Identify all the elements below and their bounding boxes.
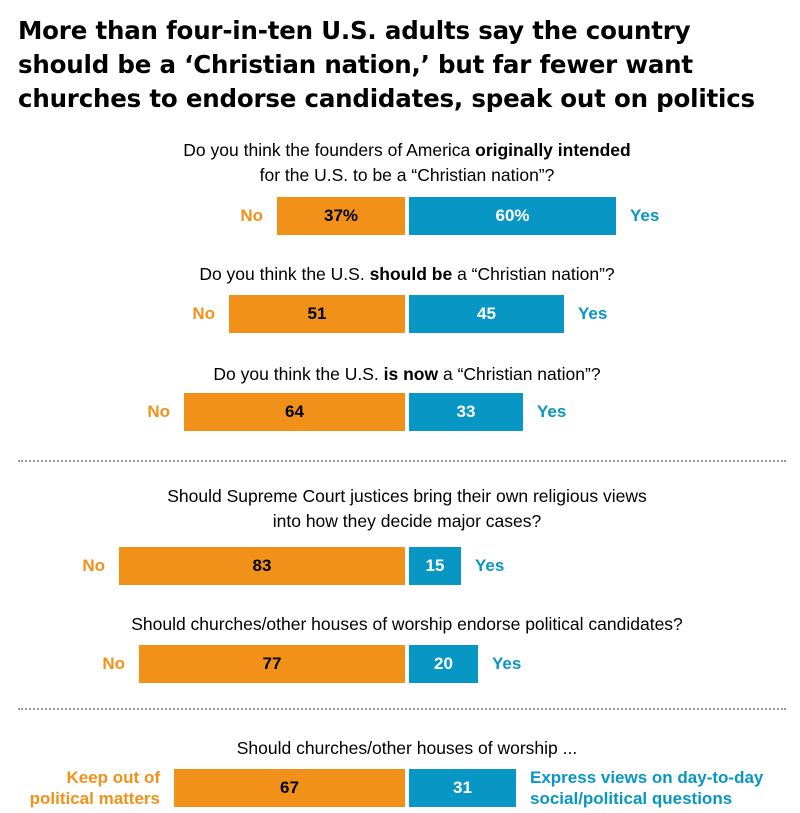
- label-yes-line: Express views on day-to-day: [530, 768, 764, 787]
- question-text: Should Supreme Court justices bring thei…: [0, 484, 800, 534]
- bar-yes: 20: [409, 645, 478, 683]
- label-yes-lines: Express views on day-to-day social/politi…: [530, 767, 763, 809]
- question-line: Do you think the U.S. should be a “Chris…: [0, 262, 800, 287]
- question-line: Do you think the founders of America ori…: [0, 138, 800, 163]
- question-line: Should churches/other houses of worship …: [0, 736, 800, 761]
- label-yes: Yes: [537, 402, 567, 421]
- question-segment: Do you think the founders of America: [183, 140, 476, 160]
- bar-no: 37%: [277, 197, 405, 235]
- question-text: Do you think the U.S. is now a “Christia…: [0, 362, 800, 387]
- label-no: No: [192, 304, 215, 323]
- label-yes: Express views on day-to-day social/politi…: [530, 767, 763, 809]
- question-text: Do you think the founders of America ori…: [0, 138, 800, 188]
- question-emphasis: is now: [383, 364, 439, 384]
- question-text: Should churches/other houses of worship …: [0, 736, 800, 761]
- label-no-lines: Keep out of political matters: [30, 767, 160, 809]
- chart-title-line: More than four-in-ten U.S. adults say th…: [18, 16, 691, 45]
- label-yes: Yes: [475, 556, 505, 575]
- chart-title-line: churches to endorse candidates, speak ou…: [18, 84, 755, 113]
- chart-title: More than four-in-ten U.S. adults say th…: [18, 14, 788, 116]
- label-yes: Yes: [578, 304, 608, 323]
- label-no: Keep out of political matters: [0, 767, 160, 809]
- question-line: into how they decide major cases?: [0, 509, 800, 534]
- bar-yes: 33: [409, 393, 523, 431]
- label-no-line: Keep out of: [66, 768, 161, 787]
- question-segment: into how they decide major cases?: [272, 511, 542, 531]
- label-no: No: [240, 206, 263, 225]
- label-no: No: [147, 402, 170, 421]
- question-segment: Should churches/other houses of worship …: [236, 738, 578, 758]
- question-segment: Do you think the U.S.: [213, 364, 384, 384]
- label-yes: Yes: [630, 206, 660, 225]
- question-segment: Should churches/other houses of worship …: [131, 614, 683, 634]
- chart-title-line: should be a ‘Christian nation,’ but far …: [18, 50, 693, 79]
- bar-no: 67: [174, 769, 405, 807]
- bar-yes: 31: [409, 769, 516, 807]
- label-no: No: [102, 654, 125, 673]
- section-divider: [18, 460, 786, 462]
- bar-no: 77: [139, 645, 405, 683]
- question-emphasis: should be: [369, 264, 453, 284]
- bar-yes: 45: [409, 295, 564, 333]
- label-no: No: [82, 556, 105, 575]
- question-line: Do you think the U.S. is now a “Christia…: [0, 362, 800, 387]
- label-no-line: political matters: [29, 789, 160, 808]
- bar-no: 83: [119, 547, 405, 585]
- question-segment: Do you think the U.S.: [199, 264, 370, 284]
- question-segment: a “Christian nation”?: [438, 364, 601, 384]
- question-line: for the U.S. to be a “Christian nation”?: [0, 163, 800, 188]
- label-yes: Yes: [492, 654, 522, 673]
- question-line: Should churches/other houses of worship …: [0, 612, 800, 637]
- label-yes-line: social/political questions: [530, 789, 733, 808]
- question-line: Should Supreme Court justices bring thei…: [0, 484, 800, 509]
- question-segment: Should Supreme Court justices bring thei…: [167, 486, 647, 506]
- section-divider: [18, 708, 786, 710]
- bar-yes: 15: [409, 547, 461, 585]
- question-text: Do you think the U.S. should be a “Chris…: [0, 262, 800, 287]
- bar-yes: 60%: [409, 197, 616, 235]
- question-text: Should churches/other houses of worship …: [0, 612, 800, 637]
- bar-no: 64: [184, 393, 405, 431]
- question-segment: for the U.S. to be a “Christian nation”?: [259, 165, 555, 185]
- question-emphasis: originally intended: [475, 140, 631, 160]
- question-segment: a “Christian nation”?: [452, 264, 615, 284]
- bar-no: 51: [229, 295, 405, 333]
